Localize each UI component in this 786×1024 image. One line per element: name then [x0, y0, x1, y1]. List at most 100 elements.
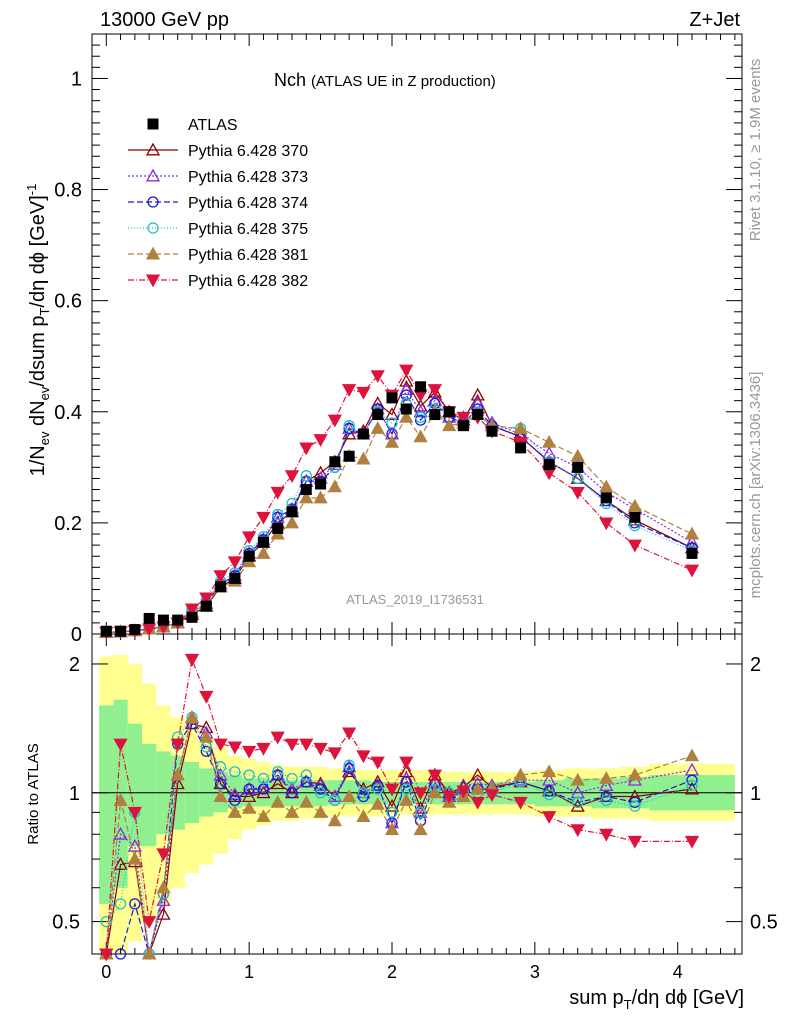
- data-point-p375: [572, 472, 584, 485]
- data-point-ATLAS: [186, 611, 198, 623]
- data-point-ATLAS: [343, 450, 355, 462]
- site-label: mcplots.cern.ch [arXiv:1306.3436]: [747, 372, 764, 599]
- legend-label: ATLAS: [188, 117, 238, 134]
- data-point-p381: [370, 796, 385, 810]
- data-point-p381: [299, 490, 314, 504]
- data-point-p375: [243, 769, 255, 781]
- data-point-p381: [570, 772, 585, 786]
- band-inner-bin: [142, 744, 157, 847]
- data-point-p375: [386, 806, 398, 819]
- data-point-p374: [214, 778, 227, 790]
- data-point-p381: [184, 710, 200, 723]
- data-point-ATLAS: [243, 550, 255, 562]
- legend-item-ATLAS: ATLAS: [147, 117, 238, 134]
- data-point-ATLAS: [600, 492, 612, 504]
- data-point-p374: [629, 796, 641, 808]
- data-point-p375: [386, 417, 398, 429]
- data-point-p382: [342, 384, 357, 397]
- series-line-p381: [106, 410, 693, 633]
- data-point-p381: [127, 851, 142, 865]
- analysis-label: ATLAS_2019_I1736531: [346, 592, 484, 607]
- data-point-p375: [272, 766, 284, 778]
- data-point-p382: [370, 370, 385, 384]
- data-point-p374: [543, 785, 555, 797]
- data-point-p382: [256, 742, 271, 756]
- data-point-p381: [299, 794, 314, 808]
- data-point-p382: [442, 791, 457, 804]
- data-point-p382: [456, 785, 471, 799]
- data-point-p381: [327, 479, 342, 493]
- series-line-p382: [106, 368, 693, 633]
- data-point-ATLAS: [572, 461, 584, 473]
- data-point-p370: [470, 767, 485, 781]
- legend-marker: [147, 118, 159, 130]
- legend-marker: [145, 142, 161, 156]
- ratio-plot-frame: [91, 633, 743, 955]
- ratio-y-tick-label-right: 1: [750, 783, 761, 805]
- data-point-p370: [384, 798, 400, 812]
- data-point-ATLAS: [429, 409, 441, 421]
- data-point-p370: [684, 781, 700, 795]
- data-point-ATLAS: [543, 459, 555, 471]
- data-point-p381: [599, 479, 614, 493]
- data-point-ATLAS: [386, 392, 398, 404]
- data-point-p381: [684, 526, 700, 540]
- data-point-p373: [342, 759, 357, 773]
- x-tick-label: 2: [387, 962, 397, 982]
- band-inner-bin: [99, 705, 114, 904]
- data-point-p375: [286, 772, 298, 785]
- data-point-p370: [413, 398, 428, 412]
- data-point-p381: [542, 764, 557, 778]
- data-point-p375: [229, 766, 241, 778]
- series-line-p381: [105, 716, 693, 955]
- data-point-p375: [114, 898, 127, 910]
- data-point-p381: [242, 800, 257, 814]
- data-point-p381: [342, 789, 357, 802]
- data-point-p381: [413, 429, 428, 443]
- data-point-p370: [313, 465, 328, 479]
- data-point-ATLAS: [515, 442, 527, 454]
- data-point-p374: [314, 783, 327, 795]
- data-point-p374: [357, 790, 370, 803]
- data-point-p382: [570, 824, 585, 838]
- rivet-label: Rivet 3.1.10, ≥ 1.9M events: [747, 59, 764, 242]
- legend-item-p374: Pythia 6.428 374: [128, 195, 308, 212]
- data-point-p381: [470, 781, 485, 795]
- series-ATLAS-main: [100, 381, 698, 637]
- data-point-ATLAS: [157, 614, 169, 626]
- main-y-tick-label: 0.4: [54, 402, 82, 424]
- data-point-p374: [272, 511, 284, 523]
- process-label: Z+Jet: [689, 9, 740, 31]
- data-point-p382: [170, 738, 185, 752]
- data-point-p382: [456, 411, 471, 425]
- data-point-ATLAS: [229, 572, 241, 584]
- data-point-p373: [213, 767, 228, 781]
- data-point-p382: [599, 517, 614, 531]
- data-point-p373: [599, 778, 614, 791]
- data-point-ATLAS: [200, 600, 212, 612]
- main-y-tick-label: 0.2: [54, 513, 82, 535]
- data-point-p381: [156, 880, 171, 894]
- data-point-p374: [272, 769, 284, 781]
- data-point-p381: [570, 448, 585, 462]
- data-point-p374: [114, 948, 127, 960]
- data-point-p382: [284, 738, 300, 752]
- data-point-p381: [270, 794, 285, 808]
- ratio-y-tick-label-right: 2: [750, 654, 761, 676]
- data-point-p382: [184, 603, 200, 617]
- data-point-p382: [370, 756, 385, 770]
- data-point-p381: [284, 805, 300, 818]
- data-point-p381: [256, 809, 271, 822]
- data-point-p381: [227, 805, 242, 818]
- data-point-ATLAS: [143, 612, 155, 624]
- data-point-p381: [313, 490, 328, 504]
- data-point-ATLAS: [443, 406, 455, 418]
- series-p381-ratio: [99, 710, 700, 960]
- legend-label: Pythia 6.428 370: [188, 143, 308, 160]
- data-point-p382: [413, 787, 428, 801]
- data-point-p382: [327, 747, 342, 761]
- data-point-p381: [684, 748, 700, 762]
- data-point-ATLAS: [286, 506, 298, 518]
- data-point-p382: [399, 756, 414, 770]
